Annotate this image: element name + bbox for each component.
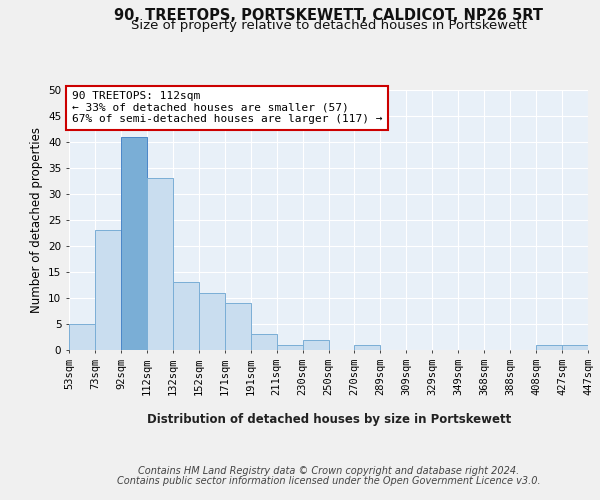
Bar <box>251 334 277 350</box>
Text: Size of property relative to detached houses in Portskewett: Size of property relative to detached ho… <box>131 19 527 32</box>
Text: Contains HM Land Registry data © Crown copyright and database right 2024.: Contains HM Land Registry data © Crown c… <box>138 466 520 476</box>
Text: 90 TREETOPS: 112sqm
← 33% of detached houses are smaller (57)
67% of semi-detach: 90 TREETOPS: 112sqm ← 33% of detached ho… <box>71 92 382 124</box>
Bar <box>225 303 251 350</box>
Bar <box>199 293 224 350</box>
Y-axis label: Number of detached properties: Number of detached properties <box>29 127 43 313</box>
Text: Contains public sector information licensed under the Open Government Licence v3: Contains public sector information licen… <box>117 476 541 486</box>
Bar <box>302 340 329 350</box>
Bar <box>95 230 121 350</box>
Bar <box>536 345 562 350</box>
Text: Distribution of detached houses by size in Portskewett: Distribution of detached houses by size … <box>146 412 511 426</box>
Text: 90, TREETOPS, PORTSKEWETT, CALDICOT, NP26 5RT: 90, TREETOPS, PORTSKEWETT, CALDICOT, NP2… <box>115 8 544 22</box>
Bar <box>562 345 588 350</box>
Bar <box>173 282 199 350</box>
Bar <box>121 137 147 350</box>
Bar <box>277 345 302 350</box>
Bar <box>69 324 95 350</box>
Bar <box>355 345 380 350</box>
Bar <box>147 178 173 350</box>
